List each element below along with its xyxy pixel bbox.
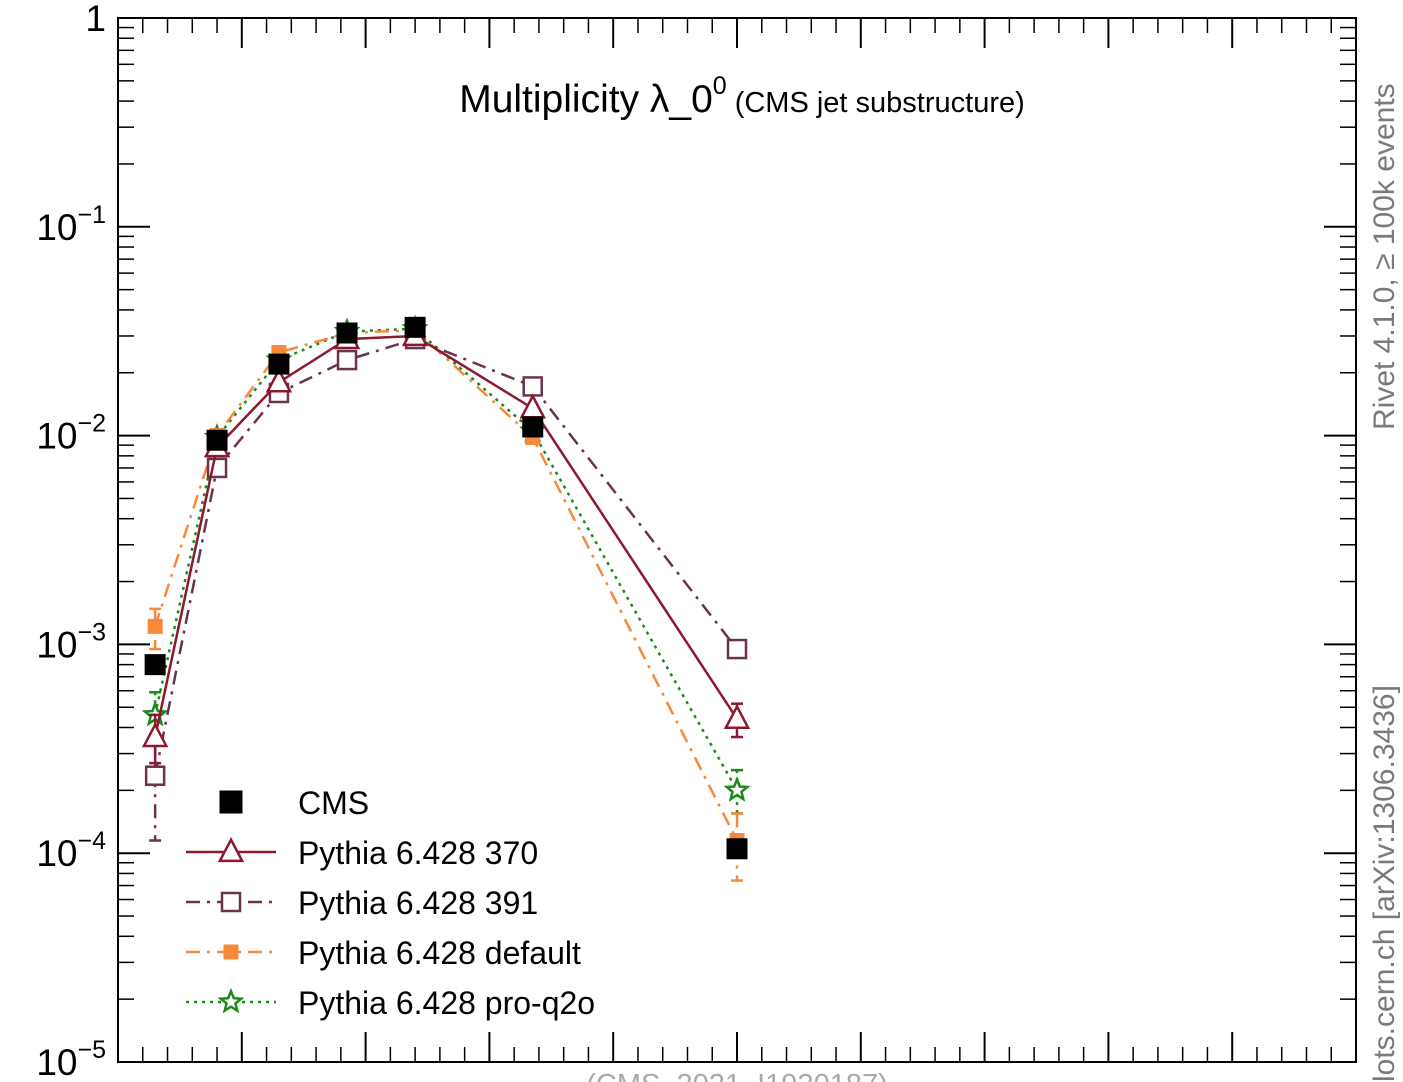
- y-tick-label: 10−5: [36, 1036, 106, 1082]
- legend-marker: [217, 837, 245, 863]
- data-point: [522, 376, 543, 397]
- data-point: [206, 429, 228, 451]
- data-point: [336, 322, 358, 344]
- data-point: [522, 416, 544, 438]
- y-tick-label: 10−2: [36, 410, 106, 457]
- data-point: [265, 367, 293, 393]
- series-2: [144, 328, 748, 842]
- legend-item-3: Pythia 6.428 default: [186, 935, 581, 971]
- legend-label: Pythia 6.428 default: [298, 935, 581, 971]
- series-4: [141, 314, 751, 815]
- data-point: [723, 776, 751, 802]
- series-1: [141, 321, 751, 765]
- axes: [117, 17, 1357, 1063]
- data-point: [144, 765, 166, 786]
- analysis-id-label: (CMS_2021_I1920187): [586, 1069, 887, 1082]
- data-point: [268, 353, 290, 375]
- legend-item-2: Pythia 6.428 391: [186, 885, 538, 921]
- y-tick-label: 1: [85, 0, 106, 39]
- legend-marker: [220, 891, 242, 913]
- y-tick-label: 10−1: [36, 201, 106, 248]
- legend-item-0: CMS: [219, 785, 369, 821]
- side-label-source: lots.cern.ch [arXiv:1306.3436]: [1368, 685, 1401, 1082]
- series-line: [153, 337, 738, 776]
- y-tick-label: 10−4: [36, 827, 106, 874]
- y-tick-label: 10−3: [36, 618, 106, 665]
- series-0: [144, 316, 748, 860]
- data-point: [726, 838, 748, 860]
- series-layer: [141, 314, 751, 882]
- legend-marker: [219, 790, 243, 814]
- data-point: [723, 703, 751, 730]
- legend-item-4: Pythia 6.428 pro-q2o: [186, 985, 595, 1021]
- data-point: [726, 638, 748, 660]
- side-label-rivet: Rivet 4.1.0, ≥ 100k events: [1368, 83, 1401, 430]
- legend-label: Pythia 6.428 pro-q2o: [298, 985, 595, 1021]
- data-point: [141, 722, 169, 748]
- legend-label: Pythia 6.428 370: [298, 835, 538, 871]
- data-point: [144, 654, 166, 676]
- legend-label: Pythia 6.428 391: [298, 885, 538, 921]
- data-point: [404, 316, 426, 338]
- legend-item-1: Pythia 6.428 370: [186, 835, 538, 871]
- legend-label: CMS: [298, 785, 369, 821]
- legend-marker: [223, 944, 239, 960]
- series-line: [153, 327, 739, 791]
- y-tick-labels: 1 10−1 10−2 10−3 10−4 10−5: [36, 0, 106, 1082]
- data-point: [147, 618, 163, 634]
- legend-marker: [217, 987, 245, 1014]
- data-point: [519, 393, 546, 419]
- data-point: [336, 349, 358, 371]
- chart-title: Multiplicity λ_00(CMS jet substructure): [459, 72, 1025, 121]
- legend: CMS Pythia 6.428 370 Pythia 6.428 391 Pythi…: [186, 785, 595, 1021]
